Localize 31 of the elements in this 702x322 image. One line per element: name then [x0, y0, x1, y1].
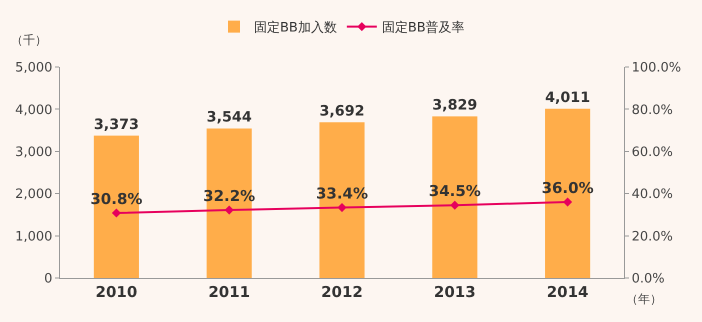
y-tick-label: 5,000: [15, 60, 52, 76]
y-tick-label: 1,000: [15, 229, 52, 244]
data-label: 3,544: [206, 110, 252, 126]
point: [563, 197, 572, 207]
x-tick-label: 2013: [434, 283, 476, 301]
legend-label: 固定BB普及率: [382, 20, 465, 36]
y-tick-label: 3,000: [15, 144, 52, 160]
y2-tick-label: 100.0%: [632, 60, 682, 76]
point: [337, 202, 347, 212]
y2-tick-label: 20.0%: [632, 229, 673, 244]
x-axis-title: （年）: [626, 292, 662, 306]
x-tick-label: 2010: [96, 283, 138, 301]
data-label: 3,692: [319, 103, 365, 120]
y-tick-label: 2,000: [15, 187, 52, 202]
y2-tick-label: 40.0%: [632, 187, 673, 202]
y-tick-label: 4,000: [15, 102, 52, 118]
data-label: 3,373: [94, 116, 139, 133]
y2-tick-label: 60.0%: [632, 144, 673, 160]
data-label: 3,829: [432, 98, 478, 114]
x-tick-label: 2011: [208, 283, 250, 301]
y-axis-title: （千）: [11, 33, 47, 47]
point: [224, 206, 234, 215]
point: [450, 200, 460, 210]
y2-tick-label: 80.0%: [632, 102, 673, 118]
y-tick-label: 0: [44, 272, 52, 287]
point: [112, 208, 121, 218]
legend-label: 固定BB加入数: [254, 20, 337, 36]
y2-tick-label: 0.0%: [632, 272, 665, 287]
x-tick-label: 2012: [321, 283, 363, 301]
data-label: 4,011: [545, 90, 590, 106]
x-tick-label: 2014: [546, 283, 588, 301]
